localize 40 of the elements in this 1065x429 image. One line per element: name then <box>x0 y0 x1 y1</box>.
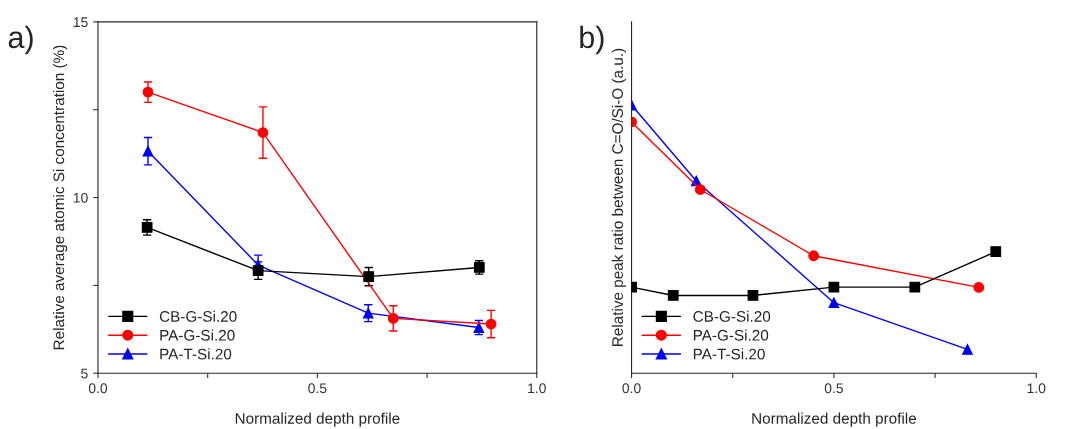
point <box>485 318 497 330</box>
point <box>667 290 679 301</box>
chart-title: b) <box>580 25 604 55</box>
x-tick-label: 0.5 <box>308 383 327 394</box>
legend-label: PA-T-Si.20 <box>693 348 765 360</box>
y-tick-label: 15 <box>73 17 88 28</box>
chart-title: a) <box>8 25 33 55</box>
legend-label: PA-G-Si.20 <box>693 329 769 341</box>
x-tick-label: 0.5 <box>824 383 843 394</box>
point <box>808 250 820 262</box>
x-axis-title: Normalized depth profile <box>235 412 400 427</box>
y-axis-title: Relative average atomic Si concentration (%) <box>53 45 68 350</box>
y-tick-label: 5 <box>81 368 88 379</box>
legend-label: CB-G-Si.20 <box>159 310 237 322</box>
point <box>909 281 921 293</box>
point <box>141 222 153 233</box>
point <box>363 271 375 282</box>
legend-label: CB-G-Si.20 <box>693 310 771 322</box>
y-tick-label: 10 <box>73 192 88 203</box>
x-tick-label: 0.0 <box>88 383 108 394</box>
point <box>828 281 840 293</box>
x-tick-label: 0.0 <box>622 383 641 394</box>
legend-label: PA-T-Si.20 <box>160 348 232 360</box>
point <box>387 313 399 324</box>
point <box>257 127 269 138</box>
y-axis-title: Relative peak ratio between C=O/Si-O (a.u.) <box>611 48 626 346</box>
point <box>747 290 759 301</box>
x-axis-title: Normalized depth profile <box>752 412 917 427</box>
x-tick-label: 1.0 <box>1027 383 1046 394</box>
x-tick-label: 1.0 <box>528 383 546 394</box>
point <box>828 297 840 309</box>
point <box>142 86 154 98</box>
point <box>694 184 706 195</box>
point <box>362 307 374 319</box>
legend-label: PA-G-Si.20 <box>160 329 235 341</box>
point <box>973 282 985 293</box>
point <box>252 265 264 277</box>
point <box>142 145 154 157</box>
point <box>990 246 1002 258</box>
point <box>962 343 973 355</box>
